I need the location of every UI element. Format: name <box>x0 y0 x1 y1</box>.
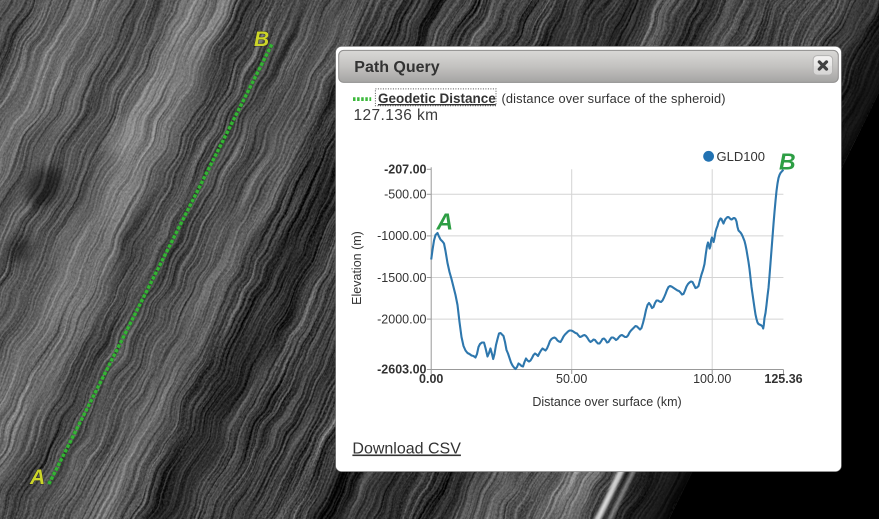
svg-text:B: B <box>779 148 796 174</box>
svg-text:Path Query: Path Query <box>354 59 439 76</box>
svg-text:Geodetic Distance: Geodetic Distance <box>378 91 496 106</box>
svg-text:Download CSV: Download CSV <box>352 441 461 458</box>
svg-text:127.136 km: 127.136 km <box>354 107 439 124</box>
svg-text:A: A <box>29 466 45 489</box>
svg-text:-1500.00: -1500.00 <box>377 271 426 285</box>
svg-text:B: B <box>254 28 269 51</box>
svg-text:(distance over surface of the: (distance over surface of the spheroid) <box>502 91 726 106</box>
svg-text:-2603.00: -2603.00 <box>377 362 426 376</box>
svg-text:100.00: 100.00 <box>693 372 731 386</box>
svg-text:GLD100: GLD100 <box>717 149 765 164</box>
svg-text:-2000.00: -2000.00 <box>377 312 426 326</box>
svg-text:0.00: 0.00 <box>419 372 443 386</box>
svg-text:-207.00: -207.00 <box>384 163 426 177</box>
svg-text:Elevation (m): Elevation (m) <box>350 231 364 305</box>
svg-text:50.00: 50.00 <box>556 372 587 386</box>
svg-text:-500.00: -500.00 <box>384 188 426 202</box>
svg-text:A: A <box>436 209 454 235</box>
svg-text:125.36: 125.36 <box>764 372 802 386</box>
svg-text:Distance over surface (km): Distance over surface (km) <box>532 395 681 409</box>
svg-text:-1000.00: -1000.00 <box>377 229 426 243</box>
